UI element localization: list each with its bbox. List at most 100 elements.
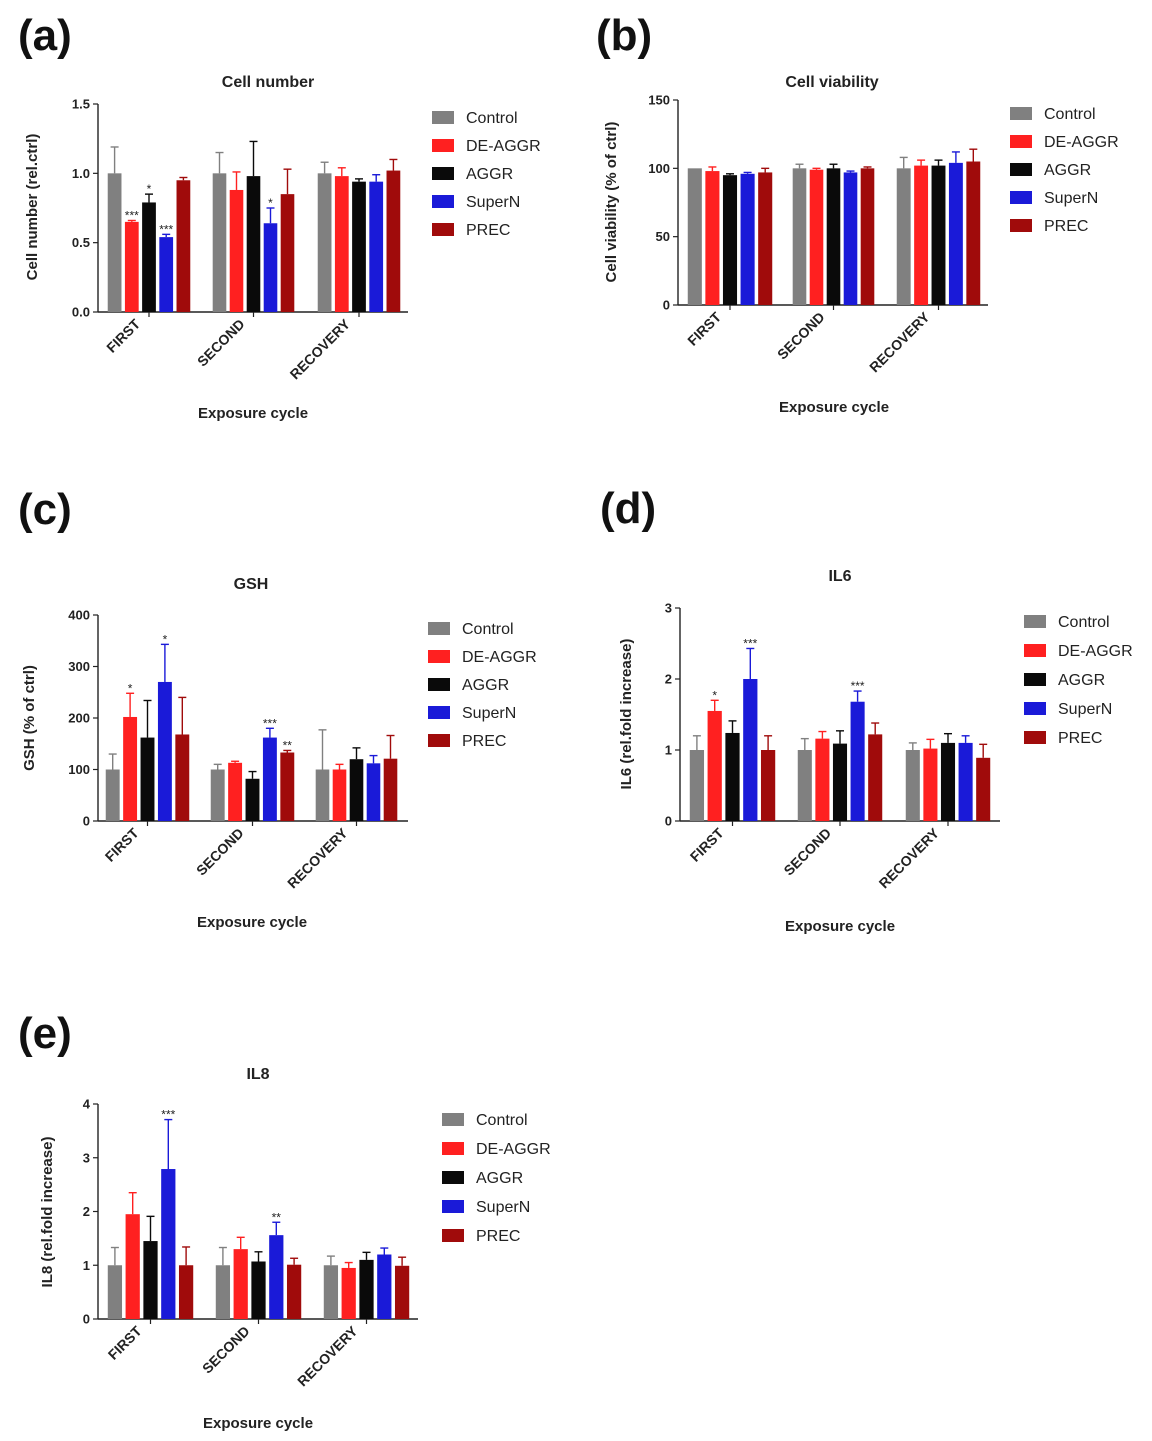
bar-prec-first <box>760 750 776 821</box>
bar-control-recovery <box>323 1265 339 1319</box>
legend-label: Control <box>1058 614 1110 631</box>
bar-de-aggr-recovery <box>334 176 349 312</box>
category-label: SECOND <box>780 825 834 879</box>
y-tick-label: 1.5 <box>72 97 90 112</box>
y-tick-label: 3 <box>665 601 672 616</box>
panel-e: (e) IL8 0 1 2 3 4 FIRST SECOND RECOVERY IL8 (rel.f… <box>18 1009 551 1432</box>
bar-supern-second <box>263 223 278 312</box>
y-axis-label: IL8 (rel.fold increase) <box>39 1137 56 1288</box>
legend-swatch <box>428 734 450 747</box>
bar-aggr-first <box>725 732 740 821</box>
y-tick-label: 0.5 <box>72 235 90 250</box>
chart-title: GSH <box>234 576 269 593</box>
bar-supern-recovery <box>948 162 963 305</box>
bar-prec-second <box>868 734 883 821</box>
legend-label: PREC <box>462 733 506 750</box>
bar-prec-first <box>176 180 191 312</box>
legend-swatch <box>432 167 454 180</box>
legend-swatch <box>1024 731 1046 744</box>
bar-control-recovery <box>905 750 920 821</box>
bar-control-second <box>797 750 812 821</box>
bar-control-first <box>105 769 120 821</box>
bar-aggr-first <box>722 175 738 305</box>
bar-prec-first <box>758 172 773 305</box>
bar-de-aggr-first <box>705 171 720 305</box>
category-label: SECOND <box>194 316 248 370</box>
significance-label: *** <box>159 222 173 236</box>
significance-label: *** <box>125 208 139 222</box>
legend-label: PREC <box>466 222 510 239</box>
bar-supern-second <box>269 1235 284 1319</box>
legend-swatch <box>428 678 450 691</box>
legend-swatch <box>442 1200 464 1213</box>
legend-label: SuperN <box>462 705 516 722</box>
significance-label: * <box>163 632 168 646</box>
legend-swatch <box>1010 163 1032 176</box>
category-label: RECOVERY <box>866 308 933 375</box>
legend-label: AGGR <box>466 166 513 183</box>
legend-label: Control <box>476 1112 528 1129</box>
legend-label: DE-AGGR <box>1058 643 1133 660</box>
legend-swatch <box>428 622 450 635</box>
bar-de-aggr-second <box>815 738 830 821</box>
bar-supern-second <box>850 701 865 821</box>
category-label: RECOVERY <box>294 1322 361 1389</box>
bar-prec-first <box>178 1265 194 1319</box>
bar-prec-second <box>280 752 295 821</box>
chart-title: Cell number <box>222 74 314 91</box>
bar-aggr-first <box>140 737 155 821</box>
bar-de-aggr-first <box>124 221 139 312</box>
bar-aggr-first <box>142 202 156 312</box>
bar-control-first <box>687 168 702 305</box>
legend-swatch <box>1024 644 1046 657</box>
bar-aggr-second <box>246 176 261 312</box>
y-tick-label: 400 <box>68 608 90 623</box>
bar-control-second <box>212 173 227 312</box>
panel-label: (d) <box>600 484 656 533</box>
legend-swatch <box>442 1142 464 1155</box>
category-label: RECOVERY <box>284 824 351 891</box>
significance-label: *** <box>743 636 757 650</box>
legend-label: PREC <box>476 1228 520 1245</box>
category-label: RECOVERY <box>287 315 354 382</box>
legend-swatch <box>1010 219 1032 232</box>
bar-aggr-recovery <box>359 1259 374 1319</box>
bar-supern-first <box>161 1169 176 1319</box>
bar-aggr-second <box>251 1261 266 1319</box>
bar-de-aggr-first <box>707 710 722 821</box>
bar-aggr-second <box>832 743 848 821</box>
y-tick-label: 0.0 <box>72 305 90 320</box>
bar-aggr-recovery <box>931 165 946 305</box>
significance-label: * <box>128 681 133 695</box>
y-tick-label: 300 <box>68 659 90 674</box>
significance-label: *** <box>263 716 277 730</box>
y-tick-label: 150 <box>648 93 670 108</box>
legend-swatch <box>442 1229 464 1242</box>
y-tick-label: 1 <box>665 743 672 758</box>
legend-swatch <box>1024 702 1046 715</box>
legend-label: AGGR <box>1058 672 1105 689</box>
bar-aggr-recovery <box>940 742 956 821</box>
y-tick-label: 100 <box>68 762 90 777</box>
y-tick-label: 0 <box>83 1312 90 1327</box>
panel-c: (c) GSH 0 100 200 300 400 FIRST SECOND RECOVERY GS… <box>18 485 537 931</box>
y-tick-label: 1.0 <box>72 166 90 181</box>
bar-supern-first <box>159 237 174 312</box>
legend-label: DE-AGGR <box>466 138 541 155</box>
bar-supern-second <box>262 737 277 821</box>
category-label: SECOND <box>193 825 247 879</box>
y-tick-label: 4 <box>83 1097 91 1112</box>
legend-swatch <box>432 111 454 124</box>
bar-control-second <box>215 1265 231 1319</box>
legend-label: SuperN <box>1058 701 1112 718</box>
category-label: FIRST <box>102 824 142 864</box>
y-axis-label: IL6 (rel.fold increase) <box>618 639 635 790</box>
bar-control-recovery <box>315 769 330 821</box>
category-label: FIRST <box>687 824 727 864</box>
bar-supern-second <box>843 172 858 305</box>
bar-de-aggr-recovery <box>341 1267 356 1319</box>
bar-supern-recovery <box>369 181 384 312</box>
legend-swatch <box>428 706 450 719</box>
bar-de-aggr-first <box>123 716 138 821</box>
